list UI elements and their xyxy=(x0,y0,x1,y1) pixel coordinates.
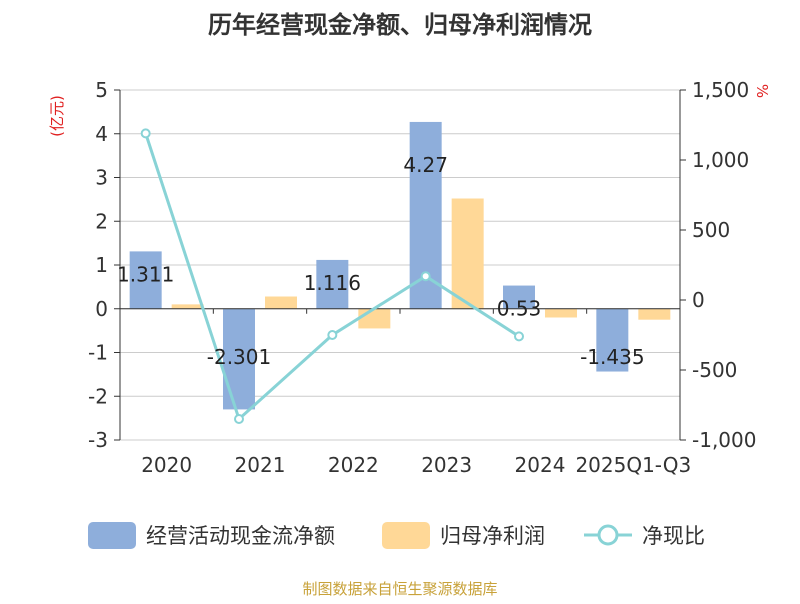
line-point xyxy=(420,271,431,282)
left-axis-tick-label: -2 xyxy=(88,384,108,408)
footer-source: 制图数据来自恒生聚源数据库 xyxy=(302,580,497,598)
axes: -3 -2 -1 0 1 2 3 4 5 -1,000 -500 0 500 1,000 1,500 2020… xyxy=(88,78,756,477)
data-labels: 1.311 -2.301 1.116 4.27 0.53 -1.435 xyxy=(117,153,645,369)
bar xyxy=(358,308,391,329)
left-axis-tick-label: 1 xyxy=(95,253,108,277)
bar xyxy=(129,251,162,309)
x-axis-tick-label: 2023 xyxy=(421,453,472,477)
x-axis-tick-label: 2021 xyxy=(235,453,286,477)
left-axis-tick-label: -3 xyxy=(88,428,108,452)
bar xyxy=(596,308,629,372)
line-point xyxy=(140,128,151,139)
right-axis-tick-label: 500 xyxy=(692,218,730,242)
legend-swatch-marker xyxy=(597,524,619,546)
legend-label: 净现比 xyxy=(642,524,705,548)
line-series-group xyxy=(140,128,524,424)
right-axis-tick-label: -500 xyxy=(692,358,737,382)
line-point xyxy=(327,330,338,340)
left-axis-tick-label: 3 xyxy=(95,166,108,190)
x-axis-tick-label: 2024 xyxy=(515,453,566,477)
grid-lines xyxy=(120,89,680,441)
bar xyxy=(265,296,297,309)
bar xyxy=(171,304,204,309)
right-axis-unit-label: % xyxy=(753,84,771,98)
bar xyxy=(451,198,484,309)
right-axis-tick-label: 1,500 xyxy=(692,78,749,102)
left-axis-tick-label: -1 xyxy=(88,341,108,365)
right-axis-tick-label: 1,000 xyxy=(692,148,749,172)
bar-data-label: 1.116 xyxy=(304,271,361,295)
bar-group xyxy=(129,121,671,410)
bar-data-label: -1.435 xyxy=(580,345,644,369)
legend-label: 归母净利润 xyxy=(440,524,545,548)
bar xyxy=(638,308,671,320)
left-axis-tick-label: 2 xyxy=(95,209,108,233)
bar-data-label: 0.53 xyxy=(497,297,542,321)
bar-data-label: 1.311 xyxy=(117,262,174,286)
x-axis-tick-label: 2022 xyxy=(328,453,379,477)
left-axis-tick-label: 4 xyxy=(95,122,108,146)
bar xyxy=(545,308,577,318)
line-point xyxy=(514,331,524,342)
legend-swatch xyxy=(88,522,136,549)
x-axis-tick-label: 2020 xyxy=(141,453,192,477)
bar xyxy=(503,285,535,309)
left-axis-tick-label: 0 xyxy=(95,297,108,321)
line-point xyxy=(234,414,244,424)
x-axis-tick-label: 2025Q1-Q3 xyxy=(575,453,691,477)
legend-label: 经营活动现金流净额 xyxy=(146,524,335,548)
left-axis-unit-label: (亿元) xyxy=(48,95,66,137)
legend: 经营活动现金流净额 归母净利润 净现比 xyxy=(88,522,705,549)
left-axis-tick-label: 5 xyxy=(95,78,108,102)
bar xyxy=(223,308,255,410)
bar-data-label: 4.27 xyxy=(403,153,448,177)
legend-swatch xyxy=(382,522,430,549)
right-axis-tick-label: -1,000 xyxy=(692,428,756,452)
bar-data-label: -2.301 xyxy=(207,345,271,369)
chart-title: 历年经营现金净额、归母净利润情况 xyxy=(208,11,592,39)
right-axis-tick-label: 0 xyxy=(692,288,705,312)
bar xyxy=(316,259,349,309)
